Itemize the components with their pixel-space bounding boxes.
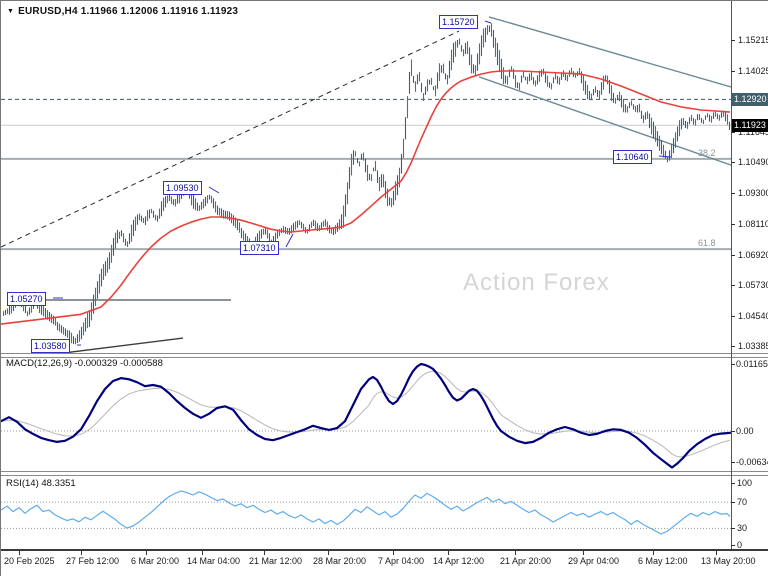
time-axis-label: 27 Feb 12:00 xyxy=(66,556,120,566)
price-axis-tick xyxy=(731,316,735,317)
macd-indicator-label: MACD(12,26,9) -0.000329 -0.000588 xyxy=(6,358,163,369)
macd-axis-tick xyxy=(731,462,735,463)
price-annotation: 1.15720 xyxy=(439,15,478,29)
price-axis-label: 1.08110 xyxy=(738,219,768,229)
price-axis-label: 1.04540 xyxy=(738,311,768,321)
time-axis-label: 14 Mar 04:00 xyxy=(187,556,241,566)
time-axis-label: 14 Apr 12:00 xyxy=(433,556,485,566)
rsi-axis-label: 70 xyxy=(737,497,748,507)
price-axis-label: 1.05730 xyxy=(738,280,768,290)
price-annotation: 1.03580 xyxy=(31,339,70,353)
rsi-axis-label: 0 xyxy=(737,540,743,550)
time-axis-tick xyxy=(393,551,394,555)
macd-axis-label: 0.00 xyxy=(736,426,754,436)
level-price-tag: 1.12920 xyxy=(732,93,768,106)
time-axis-tick xyxy=(448,551,449,555)
time-axis-label: 6 Mar 20:00 xyxy=(131,556,180,566)
price-axis-label: 1.15215 xyxy=(738,35,768,45)
price-axis-tick xyxy=(731,285,735,286)
time-axis-tick xyxy=(328,551,329,555)
time-axis-label: 7 Apr 04:00 xyxy=(378,556,425,566)
rsi-axis-tick xyxy=(731,483,735,484)
macd-axis-tick xyxy=(731,431,735,432)
time-axis-label: 21 Mar 12:00 xyxy=(249,556,303,566)
time-axis-tick xyxy=(653,551,654,555)
macd-axis-label: -0.006345 xyxy=(736,457,768,467)
price-annotation: 1.05270 xyxy=(7,292,46,306)
price-annotation: 1.10640 xyxy=(613,150,652,164)
rsi-axis-tick xyxy=(731,528,735,529)
time-axis-tick xyxy=(264,551,265,555)
time-axis-label: 29 Apr 04:00 xyxy=(568,556,620,566)
price-axis-tick xyxy=(731,224,735,225)
time-axis-tick xyxy=(146,551,147,555)
price-axis-tick xyxy=(731,255,735,256)
price-axis-label: 1.11645 xyxy=(738,127,768,137)
price-axis-border xyxy=(731,1,732,550)
rsi-axis-label: 100 xyxy=(737,478,753,488)
macd-axis-tick xyxy=(731,364,735,365)
price-axis-tick xyxy=(731,193,735,194)
fib-618-label: 61.8 xyxy=(698,238,716,248)
price-axis-tick xyxy=(731,71,735,72)
price-axis-tick xyxy=(731,162,735,163)
fib-382-label: 38.2 xyxy=(698,148,716,158)
price-axis-label: 1.10490 xyxy=(738,157,768,167)
time-axis-label: 21 Apr 20:00 xyxy=(500,556,552,566)
rsi-axis-label: 30 xyxy=(737,523,748,533)
macd-axis-label: 0.011654 xyxy=(736,359,768,369)
price-axis-tick xyxy=(731,40,735,41)
time-axis-label: 20 Feb 2025 xyxy=(4,556,55,566)
price-axis-label: 1.09300 xyxy=(738,188,768,198)
symbol-title-text: EURUSD,H4 1.11966 1.12006 1.11916 1.1192… xyxy=(18,6,239,17)
price-axis-label: 1.14025 xyxy=(738,66,768,76)
time-axis-border xyxy=(1,549,768,551)
time-axis-label: 28 Mar 20:00 xyxy=(313,556,367,566)
panel-separator[interactable] xyxy=(1,471,768,476)
time-axis-tick xyxy=(202,551,203,555)
price-axis-label: 1.06920 xyxy=(738,250,768,260)
panel-separator[interactable] xyxy=(1,353,768,358)
watermark: Action Forex xyxy=(463,269,610,296)
rsi-axis-tick xyxy=(731,545,735,546)
chevron-down-icon: ▼ xyxy=(7,8,15,15)
price-axis-tick xyxy=(731,346,735,347)
time-axis-tick xyxy=(716,551,717,555)
price-annotation: 1.07310 xyxy=(240,241,279,255)
time-axis-tick xyxy=(81,551,82,555)
rsi-axis-tick xyxy=(731,502,735,503)
time-axis-tick xyxy=(583,551,584,555)
price-axis-label: 1.03385 xyxy=(738,341,768,351)
price-annotation: 1.09530 xyxy=(163,181,202,195)
bid-price-tag: 1.11923 xyxy=(732,119,768,132)
time-axis-tick xyxy=(515,551,516,555)
time-axis-label: 13 May 20:00 xyxy=(701,556,756,566)
time-axis-tick xyxy=(19,551,20,555)
symbol-title: ▼ EURUSD,H4 1.11966 1.12006 1.11916 1.119… xyxy=(7,6,238,17)
rsi-indicator-label: RSI(14) 48.3351 xyxy=(6,478,76,489)
time-axis-label: 6 May 12:00 xyxy=(638,556,688,566)
price-axis-tick xyxy=(731,132,735,133)
